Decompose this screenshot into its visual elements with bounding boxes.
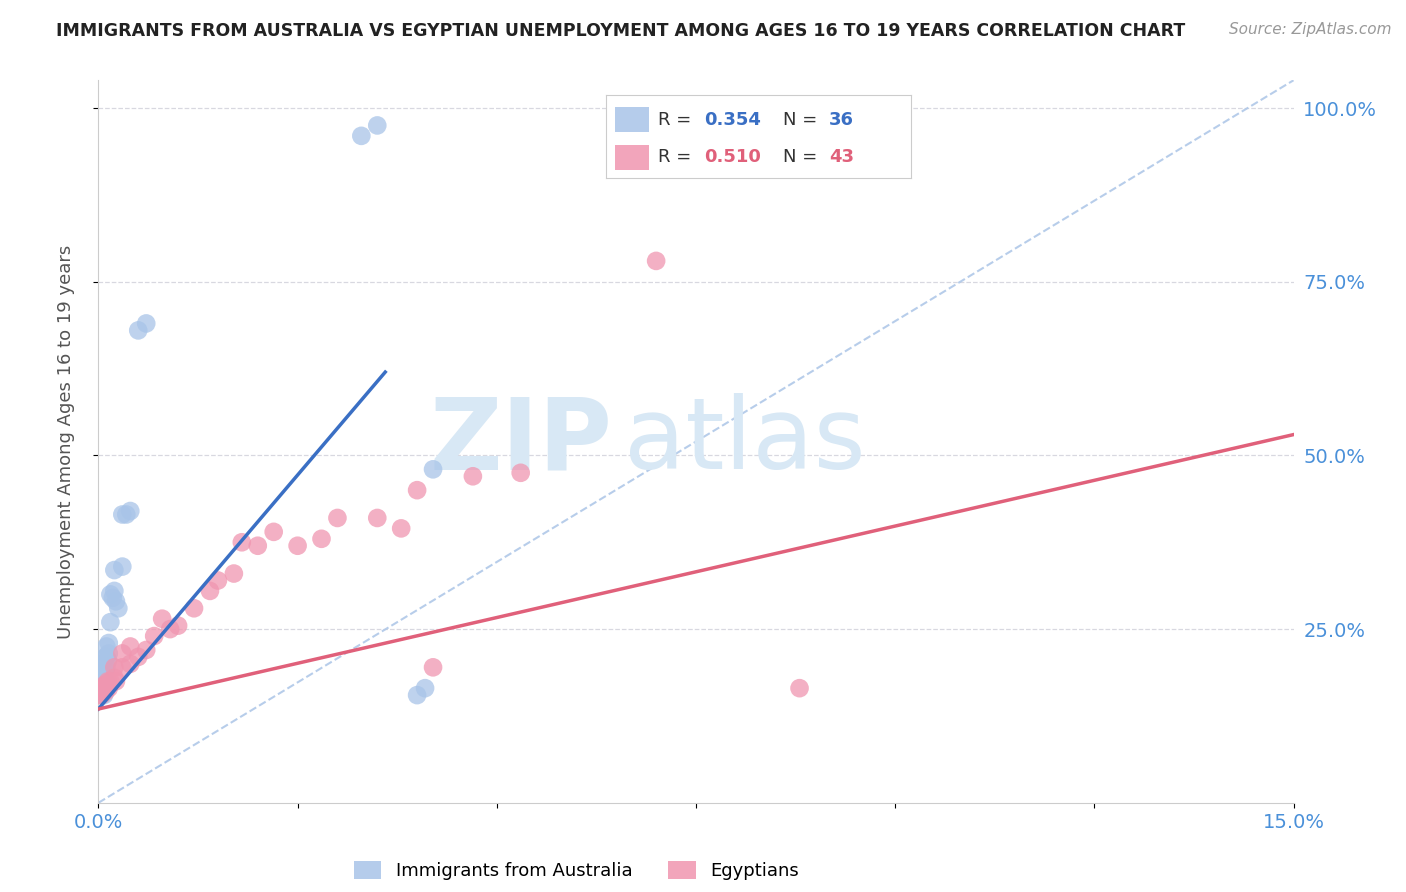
Point (104, 594, 127, 608)
Point (183, 601, 205, 615)
Point (90, 674, 112, 689)
Point (326, 511, 349, 525)
Point (103, 563, 125, 577)
Point (93, 681, 115, 695)
Point (98, 674, 122, 689)
Point (96, 640, 118, 654)
Text: ZIP: ZIP (429, 393, 613, 490)
Point (104, 674, 127, 689)
Point (93, 688, 115, 702)
Point (94, 649, 117, 664)
Point (120, 504, 142, 518)
Text: Source: ZipAtlas.com: Source: ZipAtlas.com (1229, 22, 1392, 37)
Point (91, 684, 114, 698)
Point (198, 583, 221, 598)
Point (107, 601, 129, 615)
Point (167, 618, 190, 632)
Point (406, 688, 429, 702)
Text: IMMIGRANTS FROM AUSTRALIA VS EGYPTIAN UNEMPLOYMENT AMONG AGES 16 TO 19 YEARS COR: IMMIGRANTS FROM AUSTRALIA VS EGYPTIAN UN… (56, 22, 1185, 40)
Point (509, 466, 531, 480)
Point (103, 671, 125, 685)
Point (101, 591, 124, 605)
Point (127, 323, 149, 337)
Text: atlas: atlas (624, 393, 866, 490)
Point (93, 671, 115, 685)
Point (97, 636, 120, 650)
Point (789, 681, 811, 695)
Point (97, 674, 120, 689)
Point (103, 660, 125, 674)
Point (120, 640, 142, 654)
Legend: Immigrants from Australia, Egyptians: Immigrants from Australia, Egyptians (344, 852, 808, 889)
Point (89, 688, 111, 702)
Point (96, 649, 118, 664)
Point (366, 119, 388, 133)
Point (91, 684, 114, 698)
Point (350, 128, 373, 143)
Point (115, 508, 138, 522)
Point (422, 462, 444, 476)
Point (103, 583, 125, 598)
Point (90, 684, 112, 698)
Point (246, 539, 269, 553)
Point (263, 524, 285, 539)
Point (91, 657, 114, 671)
Point (111, 647, 134, 661)
Point (135, 317, 157, 331)
Point (98, 587, 122, 601)
Point (94, 684, 117, 698)
Point (94, 674, 117, 689)
Point (127, 649, 149, 664)
Point (120, 657, 142, 671)
Point (90, 667, 112, 681)
Point (111, 508, 134, 522)
Point (406, 483, 429, 498)
Point (97, 681, 120, 695)
Point (389, 521, 412, 535)
Point (94, 674, 117, 689)
Point (366, 511, 388, 525)
Point (207, 574, 229, 588)
Point (94, 660, 117, 674)
Point (91, 681, 114, 695)
Point (111, 660, 134, 674)
Point (90, 688, 112, 702)
Point (413, 681, 436, 695)
Point (97, 647, 120, 661)
Point (150, 612, 173, 626)
Point (96, 678, 118, 692)
Y-axis label: Unemployment Among Ages 16 to 19 years: Unemployment Among Ages 16 to 19 years (56, 244, 75, 639)
Point (143, 629, 166, 643)
Point (231, 535, 253, 549)
Point (90, 688, 112, 702)
Point (311, 532, 333, 546)
Point (222, 566, 245, 581)
Point (91, 681, 114, 695)
Point (111, 559, 134, 574)
Point (287, 539, 309, 553)
Point (461, 469, 484, 483)
Point (97, 653, 120, 667)
Point (94, 678, 117, 692)
Point (96, 660, 118, 674)
Point (98, 615, 122, 630)
Point (645, 253, 668, 268)
Point (135, 643, 157, 657)
Point (422, 660, 444, 674)
Point (159, 622, 181, 636)
